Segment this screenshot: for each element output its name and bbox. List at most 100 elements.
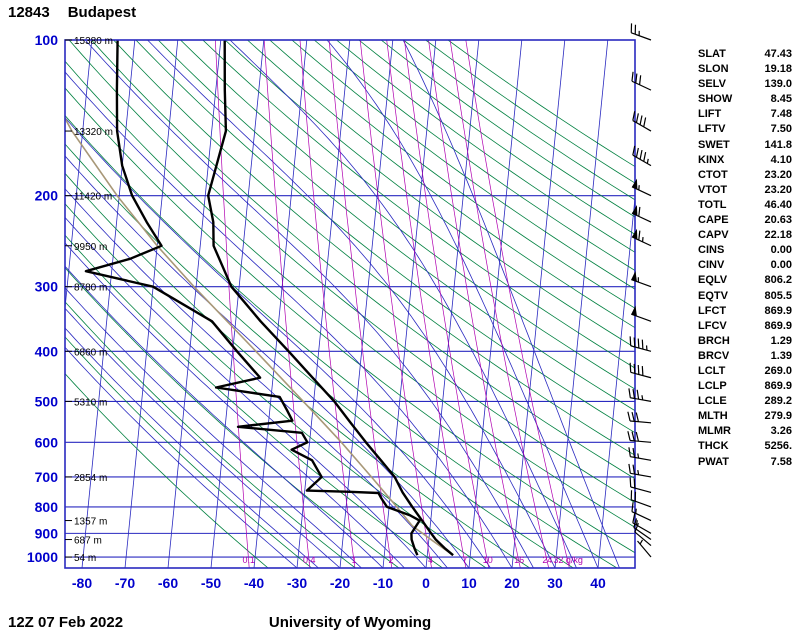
index-label: CTOT: [698, 168, 728, 181]
index-row: VTOT 23.20: [698, 183, 792, 198]
index-label: SHOW: [698, 93, 733, 106]
index-value: 279.9: [764, 410, 792, 423]
index-label: LCLE: [698, 395, 727, 408]
index-row: LFCV 869.9: [698, 319, 792, 334]
temperature-axis-label: -10: [373, 575, 393, 591]
index-label: CINS: [698, 244, 725, 257]
temperature-axis-label: -50: [201, 575, 221, 591]
index-value: 3.26: [770, 425, 792, 438]
height-label: 1357 m: [74, 517, 107, 528]
pressure-axis-label: 400: [35, 343, 59, 359]
parcel-trace: [65, 116, 454, 556]
index-label: SLAT: [698, 48, 726, 60]
index-label: LCLP: [698, 380, 727, 393]
index-row: BRCV 1.39: [698, 349, 792, 364]
index-row: SELV 139.0: [698, 77, 792, 92]
pressure-axis-label: 500: [35, 393, 59, 409]
wind-barb: [629, 477, 652, 494]
station-id: 12843: [8, 4, 50, 21]
height-label: 54 m: [74, 553, 96, 564]
wind-barb: [631, 228, 652, 247]
index-label: SWET: [698, 138, 730, 151]
wind-barb: [628, 388, 652, 402]
index-row: CAPE 20.63: [698, 213, 792, 228]
skewt-chart: 0.1 0.4 1 2 4 7 10 16 24 32 g/kg10020030040050060…: [27, 23, 652, 591]
index-row: SLAT 47.43: [698, 47, 792, 62]
index-row: LCLP 869.9: [698, 379, 792, 394]
index-row: EQLV 806.2: [698, 273, 792, 288]
pressure-axis-label: 300: [35, 279, 59, 295]
wind-barb-column: [627, 23, 652, 558]
mixing-ratio-label: 4: [428, 555, 433, 565]
wind-barb: [633, 518, 652, 541]
index-value: 20.63: [764, 214, 792, 227]
height-label: 11420 m: [74, 192, 112, 203]
index-row: EQTV 805.5: [698, 289, 792, 304]
index-value: 869.9: [764, 304, 792, 317]
index-row: THCK 5256.: [698, 439, 792, 454]
index-row: PWAT 7.58: [698, 455, 792, 470]
index-value: 141.8: [764, 138, 792, 151]
mixing-ratio-label: 24: [542, 555, 552, 565]
height-label: 5310 m: [74, 397, 107, 408]
temperature-axis-label: 10: [461, 575, 477, 591]
pressure-axis-label: 800: [35, 499, 59, 515]
index-label: TOTL: [698, 198, 727, 211]
index-value: 869.9: [764, 380, 792, 393]
wind-barb: [627, 411, 652, 424]
index-label: CINV: [698, 259, 725, 272]
credit-label: University of Wyoming: [268, 614, 432, 631]
temperature-axis-label: -60: [158, 575, 178, 591]
wind-barb: [631, 502, 652, 522]
index-value: 269.0: [764, 364, 792, 377]
index-row: TOTL 46.40: [698, 198, 792, 213]
index-label: PWAT: [698, 455, 729, 468]
temperature-axis-label: -30: [287, 575, 307, 591]
index-value: 5256.: [764, 440, 792, 453]
wind-barb: [631, 270, 652, 288]
wind-barb: [631, 178, 652, 197]
index-row: MLMR 3.26: [698, 424, 792, 439]
index-value: 7.50: [770, 123, 792, 136]
index-value: 289.2: [764, 395, 792, 408]
index-row: CTOT 23.20: [698, 168, 792, 183]
index-label: LCLT: [698, 364, 726, 377]
datetime-label: 12Z 07 Feb 2022: [8, 614, 124, 631]
index-row: LCLE 289.2: [698, 394, 792, 409]
wind-barb: [629, 336, 652, 352]
index-row: CINS 0.00: [698, 243, 792, 258]
pressure-axis-label: 600: [35, 434, 59, 450]
wind-barb: [631, 71, 652, 91]
mixing-ratio-label: 10: [483, 555, 493, 565]
wind-barb: [629, 362, 652, 379]
index-label: EQTV: [698, 289, 728, 302]
index-value: 19.18: [764, 63, 792, 76]
dewpoint-curve: [84, 40, 421, 556]
mixing-ratio-label: 2: [388, 555, 393, 565]
index-label: EQLV: [698, 274, 728, 287]
index-row: BRCH 1.29: [698, 334, 792, 349]
index-value: 47.43: [764, 48, 792, 60]
temperature-axis-label: -40: [244, 575, 264, 591]
index-value: 23.20: [764, 168, 792, 181]
height-label: 6860 m: [74, 347, 107, 358]
mixing-ratio-label: 32 g/kg: [553, 555, 583, 565]
index-value: 22.18: [764, 229, 792, 242]
index-value: 0.00: [770, 259, 792, 272]
index-row: MLTH 279.9: [698, 409, 792, 424]
mixing-ratio-label: 0.4: [303, 555, 316, 565]
temperature-axis-label: 0: [422, 575, 430, 591]
index-row: LFCT 869.9: [698, 304, 792, 319]
wind-barb: [628, 447, 652, 461]
wind-barb: [632, 513, 652, 534]
wind-barb: [628, 463, 652, 478]
index-label: CAPE: [698, 214, 729, 227]
index-label: KINX: [698, 153, 725, 166]
temperature-axis-label: 20: [504, 575, 520, 591]
plot-border: [64, 39, 636, 569]
index-value: 1.39: [770, 349, 792, 362]
index-label: LFTV: [698, 123, 726, 136]
index-row: SHOW 8.45: [698, 92, 792, 107]
height-label: 15380 m: [74, 36, 113, 47]
